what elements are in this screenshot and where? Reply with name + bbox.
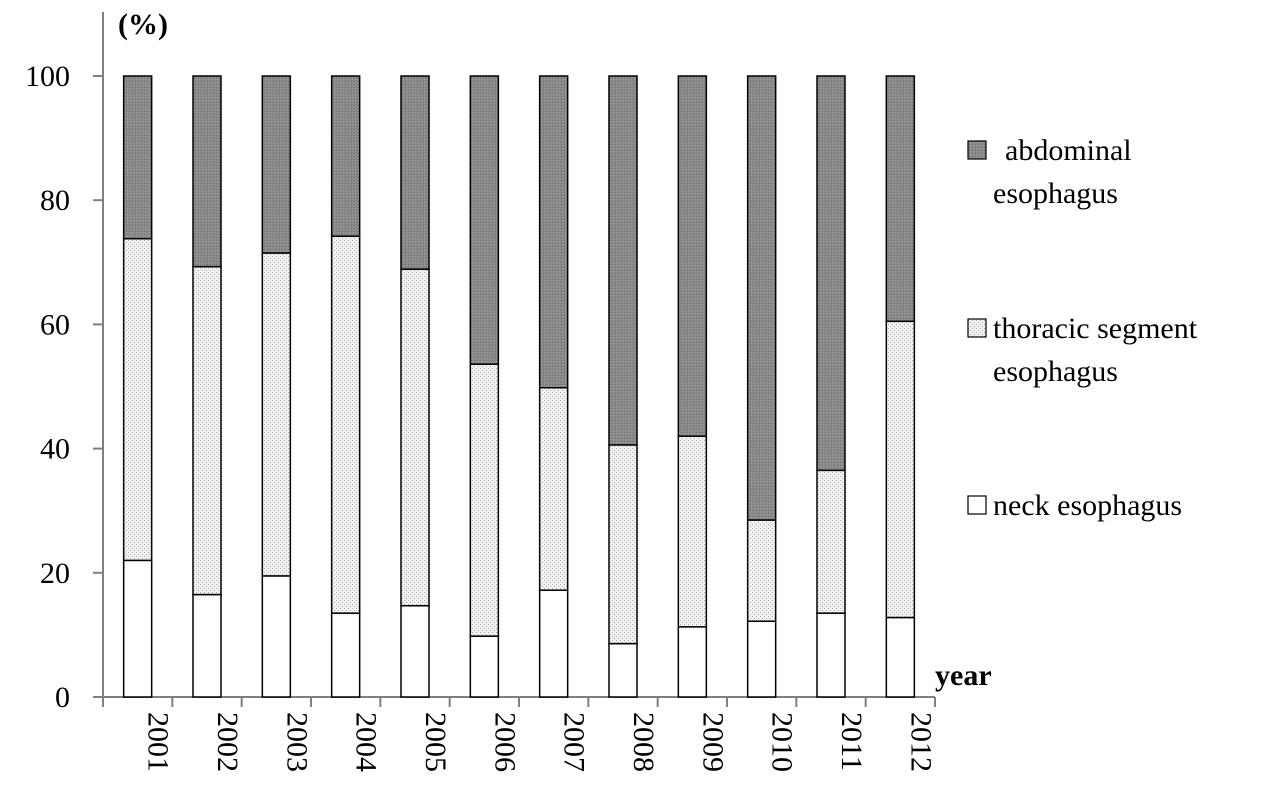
legend-label: abdominal xyxy=(1005,134,1132,167)
bar-segment-thoracic-segment-esophagus-2003 xyxy=(261,252,292,577)
x-tick-label: 2006 xyxy=(488,712,521,772)
bar-segment-neck-esophagus-2010 xyxy=(746,620,777,698)
bar-segment-abdominal-esophagus-2007 xyxy=(538,75,569,389)
bar-segment-thoracic-segment-esophagus-2008 xyxy=(608,444,638,645)
bar-segment-neck-esophagus-2007 xyxy=(538,589,569,698)
bar-segment-thoracic-segment-esophagus-2011 xyxy=(816,469,846,614)
bar-segment-thoracic-segment-esophagus-2002 xyxy=(192,265,222,596)
axes-layer: 0 20 40 60 80 100 2001 2002 2003 2004 2005 2006 2007… xyxy=(25,12,937,772)
legend-label: thoracic segment xyxy=(993,312,1198,345)
bar-segment-thoracic-segment-esophagus-2006 xyxy=(469,363,500,637)
bar-segment-abdominal-esophagus-2003 xyxy=(261,75,292,254)
x-tick-label: 2003 xyxy=(280,712,313,772)
legend-label-line2: esophagus xyxy=(993,177,1118,210)
x-tick-label: 2012 xyxy=(904,712,937,772)
bar-segment-thoracic-segment-esophagus-2005 xyxy=(400,268,430,607)
x-tick-label: 2009 xyxy=(696,712,729,772)
legend-label-line2: esophagus xyxy=(993,355,1118,388)
legend-label: neck esophagus xyxy=(993,489,1182,522)
x-tick-label: 2001 xyxy=(142,712,175,772)
bar-segment-abdominal-esophagus-2010 xyxy=(746,75,777,521)
bar-segment-abdominal-esophagus-2011 xyxy=(816,75,846,472)
legend: abdominal esophagus thoracic segment esopha… xyxy=(967,134,1198,522)
bar-segment-abdominal-esophagus-2012 xyxy=(885,75,916,323)
bar-segment-abdominal-esophagus-2009 xyxy=(677,75,708,437)
bar-segment-thoracic-segment-esophagus-2010 xyxy=(746,519,777,622)
y-tick-label: 80 xyxy=(40,184,70,217)
x-axis-title: year xyxy=(935,659,992,692)
y-axis-unit-label: (%) xyxy=(118,8,168,41)
bar-segment-abdominal-esophagus-2006 xyxy=(469,75,500,365)
x-tick-label: 2005 xyxy=(419,712,452,772)
bar-segment-neck-esophagus-2009 xyxy=(677,626,708,698)
y-tick-label: 40 xyxy=(40,433,70,466)
bar-segment-thoracic-segment-esophagus-2004 xyxy=(330,235,361,614)
bar-segment-abdominal-esophagus-2008 xyxy=(608,75,638,446)
bar-segment-neck-esophagus-2006 xyxy=(469,635,500,698)
bar-segment-abdominal-esophagus-2004 xyxy=(330,75,361,237)
legend-swatch xyxy=(967,140,987,160)
y-tick-label: 0 xyxy=(55,681,70,714)
bar-segment-thoracic-segment-esophagus-2012 xyxy=(885,320,916,619)
y-tick-label: 60 xyxy=(40,308,70,341)
bar-segment-abdominal-esophagus-2005 xyxy=(400,75,430,270)
bars-layer xyxy=(122,75,916,698)
y-tick-label: 100 xyxy=(25,60,70,93)
bar-segment-neck-esophagus-2003 xyxy=(261,575,292,698)
bar-segment-neck-esophagus-2004 xyxy=(330,612,361,698)
x-tick-label: 2002 xyxy=(211,712,244,772)
x-tick-label: 2011 xyxy=(835,712,868,771)
bar-segment-neck-esophagus-2002 xyxy=(192,593,222,698)
bar-segment-thoracic-segment-esophagus-2001 xyxy=(122,237,153,562)
y-tick-label: 20 xyxy=(40,557,70,590)
bar-segment-neck-esophagus-2001 xyxy=(122,559,153,698)
legend-swatch xyxy=(967,495,987,515)
legend-swatch xyxy=(967,318,987,338)
bar-segment-thoracic-segment-esophagus-2009 xyxy=(677,435,708,628)
bar-segment-abdominal-esophagus-2002 xyxy=(192,75,222,268)
bar-segment-neck-esophagus-2005 xyxy=(400,604,430,698)
x-tick-label: 2008 xyxy=(627,712,660,772)
bar-segment-neck-esophagus-2012 xyxy=(885,616,916,698)
x-tick-label: 2007 xyxy=(558,712,591,772)
bar-segment-thoracic-segment-esophagus-2007 xyxy=(538,386,569,591)
x-tick-label: 2010 xyxy=(766,712,799,772)
bar-segment-abdominal-esophagus-2001 xyxy=(122,75,153,240)
bar-segment-neck-esophagus-2011 xyxy=(816,612,846,698)
bar-segment-neck-esophagus-2008 xyxy=(608,642,638,698)
x-tick-label: 2004 xyxy=(350,712,383,772)
